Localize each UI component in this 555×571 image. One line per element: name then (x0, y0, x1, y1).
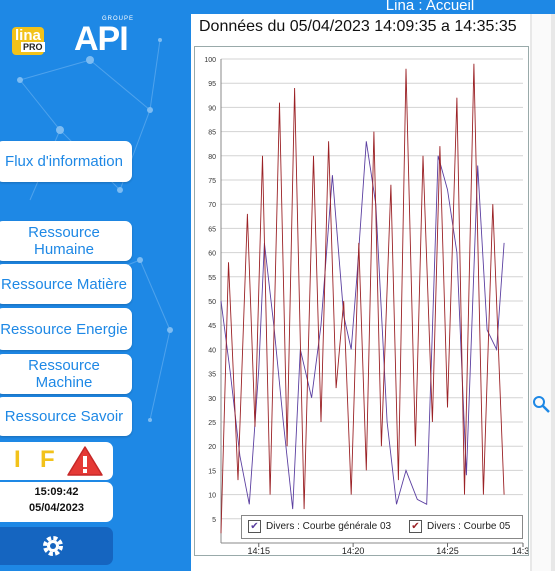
y-tick-label: 5 (212, 517, 216, 524)
legend-label-series-2: Divers : Courbe 05 (427, 521, 511, 532)
x-tick-label: 14:30 (512, 546, 528, 555)
y-tick-label: 45 (208, 323, 216, 330)
ressource-energie-label: Ressource Energie (0, 320, 128, 338)
warning-icon[interactable] (66, 445, 104, 477)
y-tick-label: 30 (208, 396, 216, 403)
indicator-f[interactable]: F (40, 446, 55, 473)
x-tick-label: 14:25 (436, 546, 459, 555)
lina-pro-logo: lina PRO (12, 27, 45, 55)
y-tick-label: 80 (208, 154, 216, 161)
line-chart[interactable]: 5 10 15 20 25 30 35 40 45 50 55 60 65 70 75 80 85 90 95 100… (195, 47, 528, 555)
legend-checkbox-series-1[interactable]: ✔ (248, 520, 261, 533)
ressource-humaine-button[interactable]: Ressource Humaine (0, 221, 132, 261)
y-tick-label: 65 (208, 226, 216, 233)
clock-time: 15:09:42 (34, 486, 79, 498)
indicator-panel: I F (0, 442, 113, 480)
y-tick-label: 60 (208, 251, 216, 258)
y-tick-label: 15 (208, 468, 216, 475)
ressource-machine-label-line1: Ressource (28, 357, 100, 374)
window-title: Lina : Accueil (385, 0, 475, 14)
lina-logo-text: lina (15, 27, 41, 44)
scrollbar-track[interactable] (532, 14, 551, 571)
y-tick-label: 95 (208, 81, 216, 88)
flux-information-button[interactable]: Flux d'information (0, 141, 132, 182)
y-tick-label: 40 (208, 347, 216, 354)
y-tick-label: 70 (208, 202, 216, 209)
sidebar: lina PRO GROUPE API Flux d'information R… (0, 0, 186, 571)
x-tick-label: 14:20 (342, 546, 365, 555)
y-tick-label: 20 (208, 444, 216, 451)
flux-information-label: Flux d'information (5, 153, 123, 170)
series-line-2 (220, 63, 505, 534)
x-tick-label: 14:15 (247, 546, 270, 555)
ressource-matiere-label: Ressource Matière (1, 275, 127, 293)
ressource-humaine-label-line2: Humaine (33, 241, 95, 258)
api-logo-text: API (74, 20, 129, 58)
zoom-icon[interactable] (532, 395, 552, 415)
chart-frame: 5 10 15 20 25 30 35 40 45 50 55 60 65 70 75 80 85 90 95 100… (194, 46, 529, 556)
vertical-scrollbar[interactable] (530, 14, 555, 571)
y-tick-label: 50 (208, 299, 216, 306)
ressource-humaine-label-line1: Ressource (28, 224, 100, 241)
y-tick-label: 25 (208, 420, 216, 427)
legend-checkbox-series-2[interactable]: ✔ (409, 520, 422, 533)
ressource-machine-label-line2: Machine (35, 374, 93, 391)
chart-legend: ✔ Divers : Courbe générale 03 ✔ Divers :… (241, 515, 523, 539)
gear-icon (43, 536, 63, 556)
clock-panel: 15:09:42 05/04/2023 (0, 482, 113, 522)
settings-button[interactable] (0, 527, 113, 565)
ressource-energie-button[interactable]: Ressource Energie (0, 308, 132, 350)
ressource-savoir-label: Ressource Savoir (4, 408, 124, 425)
ressource-savoir-button[interactable]: Ressource Savoir (0, 397, 132, 436)
y-tick-label: 90 (208, 105, 216, 112)
ressource-machine-button[interactable]: Ressource Machine (0, 354, 132, 394)
y-tick-label: 100 (204, 57, 216, 64)
clock-date: 05/04/2023 (28, 502, 85, 514)
chart-title: Données du 05/04/2023 14:09:35 a 14:35:3… (199, 18, 517, 35)
indicator-i[interactable]: I (14, 446, 21, 473)
y-tick-label: 10 (208, 493, 216, 500)
legend-item-series-2[interactable]: ✔ Divers : Courbe 05 (409, 520, 510, 533)
ressource-matiere-button[interactable]: Ressource Matière (0, 264, 132, 304)
y-tick-label: 75 (208, 178, 216, 185)
legend-item-series-1[interactable]: ✔ Divers : Courbe générale 03 (248, 520, 391, 533)
y-tick-label: 85 (208, 130, 216, 137)
legend-label-series-1: Divers : Courbe générale 03 (266, 521, 392, 532)
pro-logo-text: PRO (21, 42, 45, 52)
y-tick-label: 35 (208, 372, 216, 379)
y-tick-label: 55 (208, 275, 216, 282)
groupe-logo-text: GROUPE (102, 16, 135, 22)
